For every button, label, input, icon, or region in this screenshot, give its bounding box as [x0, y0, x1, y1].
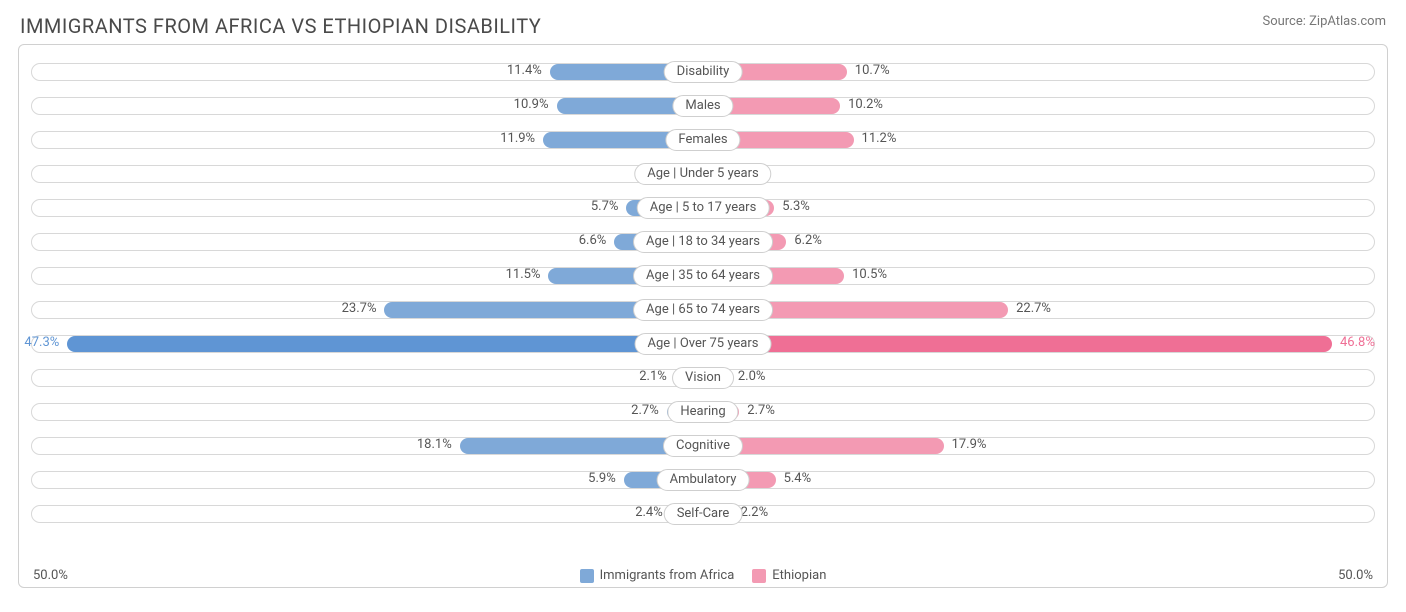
bar-right: [703, 336, 1332, 352]
value-left: 11.5%: [506, 267, 541, 282]
chart-row: 11.4% 10.7% Disability: [31, 57, 1375, 87]
category-pill: Cognitive: [663, 435, 743, 457]
category-pill: Age | 18 to 34 years: [633, 231, 773, 253]
chart-row: 6.6% 6.2% Age | 18 to 34 years: [31, 227, 1375, 257]
category-pill: Vision: [672, 367, 734, 389]
value-right: 10.7%: [855, 63, 890, 78]
value-left: 5.7%: [591, 199, 619, 214]
chart-row: 2.7% 2.7% Hearing: [31, 397, 1375, 427]
value-right: 46.8%: [1340, 335, 1375, 350]
axis-right-label: 50.0%: [1338, 568, 1373, 583]
chart-row: 2.1% 2.0% Vision: [31, 363, 1375, 393]
diverging-bar-chart: 11.4% 10.7% Disability 10.9% 10.2% Males 11.9%…: [18, 44, 1388, 588]
category-pill: Age | 35 to 64 years: [633, 265, 773, 287]
value-left: 11.9%: [500, 131, 535, 146]
value-right: 6.2%: [794, 233, 822, 248]
value-right: 2.0%: [738, 369, 766, 384]
value-right: 2.7%: [747, 403, 775, 418]
value-right: 5.4%: [784, 471, 812, 486]
value-right: 17.9%: [952, 437, 987, 452]
legend-item-right: Ethiopian: [752, 568, 826, 583]
axis-left-label: 50.0%: [33, 568, 68, 583]
bar-left: [67, 336, 703, 352]
chart-row: 10.9% 10.2% Males: [31, 91, 1375, 121]
value-left: 11.4%: [507, 63, 542, 78]
category-pill: Age | Over 75 years: [635, 333, 772, 355]
value-right: 11.2%: [862, 131, 897, 146]
category-pill: Self-Care: [664, 503, 743, 525]
value-right: 22.7%: [1016, 301, 1051, 316]
chart-row: 11.5% 10.5% Age | 35 to 64 years: [31, 261, 1375, 291]
value-left: 2.7%: [631, 403, 659, 418]
legend: Immigrants from Africa Ethiopian: [580, 568, 827, 583]
category-pill: Age | Under 5 years: [634, 163, 771, 185]
chart-row: 11.9% 11.2% Females: [31, 125, 1375, 155]
category-pill: Males: [672, 95, 733, 117]
value-left: 23.7%: [342, 301, 377, 316]
value-left: 2.1%: [639, 369, 667, 384]
category-pill: Age | 65 to 74 years: [633, 299, 773, 321]
chart-row: 2.4% 2.2%Self-Care: [31, 499, 1375, 529]
chart-row: 5.7% 5.3% Age | 5 to 17 years: [31, 193, 1375, 223]
chart-row: 47.3%46.8%Age | Over 75 years: [31, 329, 1375, 359]
category-pill: Females: [665, 129, 740, 151]
category-pill: Disability: [664, 61, 743, 83]
value-right: 5.3%: [782, 199, 810, 214]
page-title: IMMIGRANTS FROM AFRICA VS ETHIOPIAN DISA…: [20, 14, 541, 38]
value-left: 10.9%: [514, 97, 549, 112]
chart-footer: 50.0% Immigrants from Africa Ethiopian 5…: [19, 568, 1387, 583]
legend-item-left: Immigrants from Africa: [580, 568, 735, 583]
value-left: 5.9%: [588, 471, 616, 486]
category-pill: Age | 5 to 17 years: [637, 197, 770, 219]
category-pill: Hearing: [667, 401, 738, 423]
category-pill: Ambulatory: [657, 469, 750, 491]
value-left: 47.3%: [24, 335, 59, 350]
chart-row: 23.7% 22.7% Age | 65 to 74 years: [31, 295, 1375, 325]
value-right: 10.2%: [848, 97, 883, 112]
value-right: 10.5%: [852, 267, 887, 282]
chart-row: 1.2%1.1%Age | Under 5 years: [31, 159, 1375, 189]
source-attribution: Source: ZipAtlas.com: [1262, 14, 1386, 29]
chart-row: 18.1% 17.9% Cognitive: [31, 431, 1375, 461]
legend-swatch-left: [580, 569, 594, 583]
value-left: 18.1%: [417, 437, 452, 452]
legend-swatch-right: [752, 569, 766, 583]
chart-row: 5.9% 5.4% Ambulatory: [31, 465, 1375, 495]
legend-label-left: Immigrants from Africa: [600, 568, 735, 583]
value-right: 2.2%: [741, 505, 769, 520]
value-left: 6.6%: [579, 233, 607, 248]
legend-label-right: Ethiopian: [772, 568, 826, 583]
value-left: 2.4%: [635, 505, 663, 520]
